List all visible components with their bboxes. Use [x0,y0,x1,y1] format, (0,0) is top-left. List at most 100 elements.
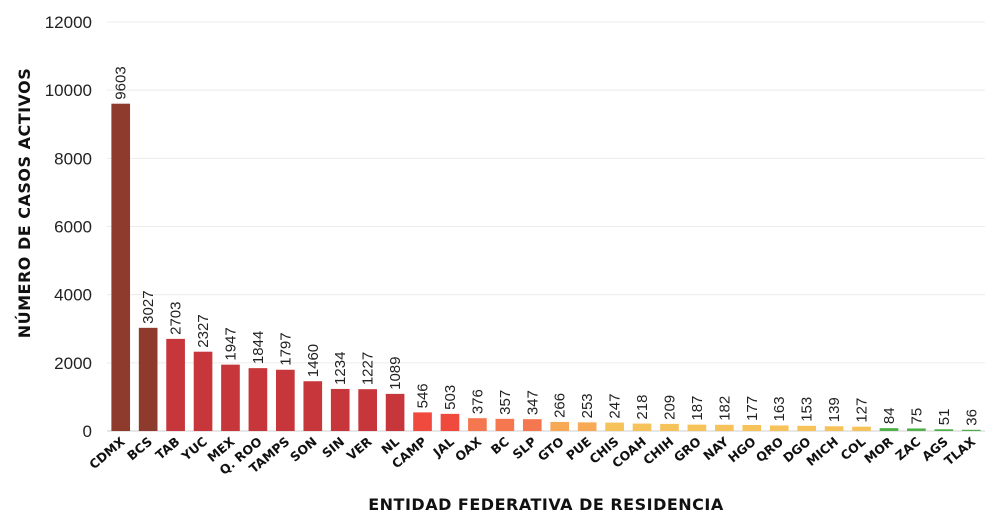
x-category-label: GTO [535,434,567,464]
y-tick-label: 6000 [54,218,92,237]
bar [166,338,185,431]
x-category-label: SON [287,434,320,465]
value-label: 376 [469,389,486,414]
x-category-label: HGO [725,434,759,466]
bar [934,429,954,431]
bar [577,422,597,431]
value-label: 1947 [222,327,239,360]
value-label: 247 [607,394,624,419]
bar [193,351,213,431]
value-label: 139 [826,397,843,422]
value-label: 503 [442,385,459,410]
y-axis-ticks: 0 2000 4000 6000 8000 10000 12000 [45,13,92,441]
y-tick-label: 2000 [54,354,92,373]
x-category-label: BCS [124,434,155,463]
bar [330,388,350,431]
x-category-label: GRO [671,434,704,465]
bar [413,412,432,431]
x-category-label: QRO [753,434,786,465]
y-tick-label: 0 [83,422,92,441]
value-label: 84 [881,407,898,424]
x-category-label: OAX [452,434,485,465]
bar [742,424,762,431]
value-label: 1089 [387,357,404,390]
value-label: 2327 [195,314,212,347]
value-label: 187 [689,396,706,421]
value-label: 153 [799,397,816,422]
bar [276,369,295,431]
bar [138,327,158,431]
bar [632,423,652,431]
bar [248,368,268,431]
value-label: 253 [579,393,596,418]
bars [111,103,981,431]
value-label: 75 [908,408,925,425]
value-label: 1227 [360,352,377,385]
x-category-label: TLAX [941,434,978,469]
bar [687,424,707,431]
value-label: 1234 [332,352,349,385]
gridlines [107,21,985,432]
x-category-label: MICH [803,434,841,469]
value-label: 9603 [113,66,130,99]
bar [769,425,789,431]
x-category-label: VER [344,434,375,464]
bar [605,422,624,431]
bar [907,428,926,431]
x-category-label: SIN [319,434,347,461]
bar [879,428,899,431]
value-label: 1797 [277,332,294,365]
value-label: 209 [661,395,678,420]
bar [385,393,405,431]
bar [358,389,377,431]
y-axis-title: NÚMERO DE CASOS ACTIVOS [15,68,34,339]
bar [111,103,131,431]
x-category-label: CHIH [640,434,676,468]
x-category-label: BC [488,434,512,458]
value-label: 163 [771,396,788,421]
bar [797,425,816,431]
value-label: 177 [744,396,761,421]
bar [440,413,460,431]
bar [550,421,570,431]
bar [660,423,679,431]
value-label: 218 [634,395,651,420]
value-label: 36 [963,409,980,426]
value-label: 1844 [250,331,267,364]
y-tick-label: 8000 [54,149,92,168]
y-tick-label: 12000 [45,13,92,32]
bar [221,364,240,431]
value-label: 127 [854,398,871,423]
x-category-label: CDMX [86,434,128,472]
x-category-label: MOR [861,434,896,467]
bar [495,418,515,431]
x-category-label: TAB [152,434,182,463]
value-label: 51 [936,409,953,426]
y-tick-label: 10000 [45,81,92,100]
value-label: 546 [415,383,432,408]
bar [824,426,844,431]
value-label: 347 [524,390,541,415]
bar [303,381,323,431]
x-axis-title: ENTIDAD FEDERATIVA DE RESIDENCIA [368,495,724,514]
bar [852,426,871,431]
x-category-label: SLP [510,434,540,462]
bar [715,424,734,431]
x-category-label: YUC [178,434,210,464]
value-labels: 9603 3027 2703 2327 1947 1844 1797 1460 1234 1227… [113,66,981,425]
bar [522,419,542,431]
y-tick-label: 4000 [54,286,92,305]
value-label: 182 [716,396,733,421]
value-label: 357 [497,390,514,415]
value-label: 1460 [305,344,322,377]
value-label: 2703 [168,301,185,334]
bar [468,418,487,431]
value-label: 266 [552,393,569,418]
x-category-label: ZAC [892,434,923,463]
x-category-label: NAY [700,433,732,463]
bar [961,429,981,431]
value-label: 3027 [140,290,157,323]
x-category-label: JAL [429,434,457,460]
